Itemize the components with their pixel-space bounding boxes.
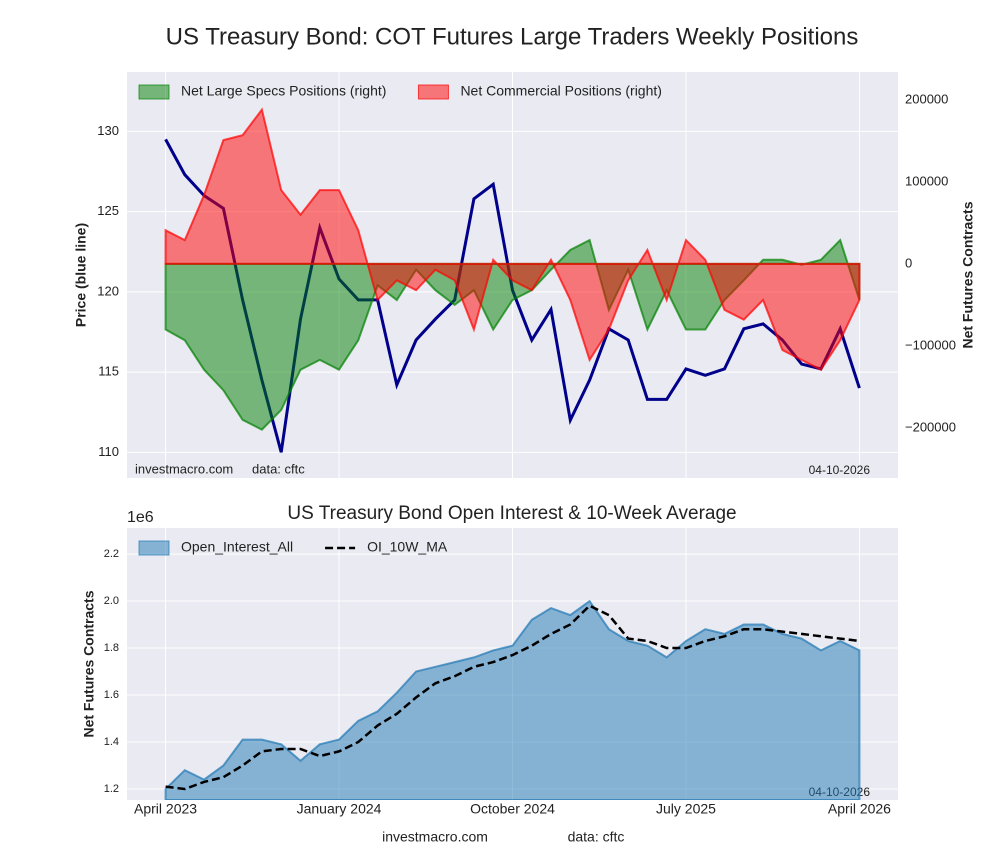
x-tick-label: October 2024 bbox=[470, 801, 555, 817]
area bbox=[164, 238, 861, 431]
x-tick-label: July 2025 bbox=[656, 801, 716, 817]
legend-swatch bbox=[138, 540, 170, 556]
y2-axis-label: Net Futures Contracts bbox=[960, 201, 976, 348]
y2-tick-label: 200000 bbox=[905, 91, 948, 106]
area bbox=[164, 107, 861, 371]
y-tick-label: 110 bbox=[98, 444, 119, 459]
y-tick-label: 1.4 bbox=[104, 736, 119, 748]
y-tick-label: 1.6 bbox=[104, 689, 119, 701]
y2-tick-label: 0 bbox=[905, 255, 912, 270]
legend-label: Open_Interest_All bbox=[181, 539, 293, 555]
x-tick-label: January 2024 bbox=[297, 801, 382, 817]
y-tick-label: 2.0 bbox=[104, 595, 119, 607]
y2-tick-label: −100000 bbox=[905, 337, 956, 352]
watermark: investmacro.com bbox=[135, 461, 233, 476]
y-tick-label: 2.2 bbox=[104, 548, 119, 560]
y-tick-label: 1.2 bbox=[104, 783, 119, 795]
y-tick-label: 120 bbox=[97, 283, 119, 298]
offset-text: 1e6 bbox=[127, 509, 154, 526]
legend-label: OI_10W_MA bbox=[367, 539, 448, 555]
y-tick-label: 1.8 bbox=[104, 642, 119, 654]
x-tick-label: April 2026 bbox=[828, 801, 891, 817]
footer-source: data: cftc bbox=[568, 829, 625, 845]
y-tick-label: 125 bbox=[97, 203, 119, 218]
legend-label: Net Commercial Positions (right) bbox=[460, 83, 662, 99]
legend-swatch bbox=[138, 84, 170, 100]
chart-title: US Treasury Bond Open Interest & 10-Week… bbox=[287, 503, 736, 524]
footer-site: investmacro.com bbox=[382, 829, 488, 845]
y-axis-label: Price (blue line) bbox=[73, 223, 89, 327]
date-label: 04-10-2026 bbox=[809, 463, 871, 477]
line bbox=[165, 604, 860, 791]
legend-label: Net Large Specs Positions (right) bbox=[181, 83, 386, 99]
legend-swatch bbox=[417, 84, 449, 100]
y-tick-label: 130 bbox=[97, 123, 119, 138]
y2-tick-label: 100000 bbox=[905, 173, 948, 188]
y-axis-label: Net Futures Contracts bbox=[81, 590, 97, 737]
y-tick-label: 115 bbox=[98, 364, 119, 379]
chart-title: US Treasury Bond: COT Futures Large Trad… bbox=[166, 23, 859, 50]
y2-tick-label: −200000 bbox=[905, 419, 956, 434]
x-tick-label: April 2023 bbox=[134, 801, 197, 817]
source: data: cftc bbox=[252, 461, 305, 476]
